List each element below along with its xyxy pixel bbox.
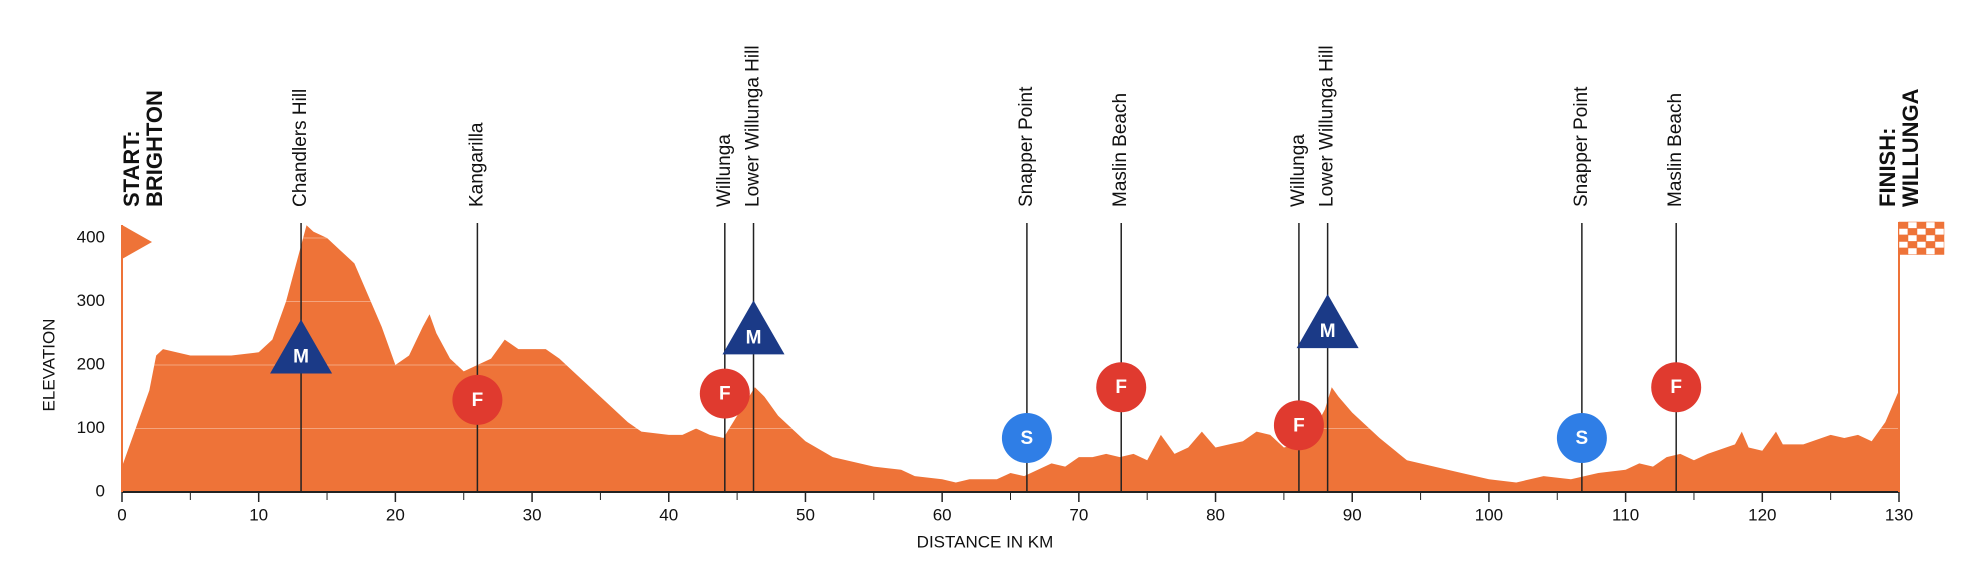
flag-cell [1907,234,1918,242]
x-tick-label: 130 [1885,505,1913,524]
marker-label: Willunga [714,134,735,207]
flag-cell [1934,247,1945,255]
x-tick-label: 10 [249,505,268,524]
icon-letter: S [1021,428,1034,449]
x-tick-label: 70 [1069,505,1088,524]
x-tick-label: 20 [386,505,405,524]
x-tick-label: 80 [1206,505,1225,524]
y-tick-label: 200 [77,354,105,373]
x-tick-label: 90 [1343,505,1362,524]
flag-cell [1916,228,1927,236]
flag-cell [1898,228,1909,236]
start-label: BRIGHTON [142,90,167,207]
x-tick-label: 60 [933,505,952,524]
flag-cell [1925,241,1936,249]
icon-letter: F [719,384,731,405]
flag-cell [1907,221,1918,229]
flag-cell [1907,228,1918,236]
flag-cell [1898,241,1909,249]
finish-label: FINISH: [1875,128,1900,207]
x-tick-label: 110 [1612,505,1639,524]
flag-cell [1916,241,1927,249]
icon-letter: S [1576,428,1589,449]
marker-label: Maslin Beach [1665,93,1686,207]
sprint-icon [1556,413,1607,464]
icon-letter: F [472,390,484,411]
finish-flag [1898,221,1945,255]
feed-icon [1096,362,1147,413]
icon-letter: M [746,327,762,348]
x-axis-title: DISTANCE IN KM [917,532,1054,551]
icon-letter: M [293,346,309,367]
elevation-area [122,225,1899,493]
icon-letter: M [1320,321,1336,342]
marker-label: Kangarilla [466,122,487,207]
sprint-icon [1001,413,1052,464]
flag-cell [1907,241,1918,249]
x-tick-label: 100 [1475,505,1503,524]
climb-icon [722,300,785,355]
flag-cell [1934,241,1945,249]
icon-letter: F [1670,377,1682,398]
flag-cell [1934,221,1945,229]
flag-cell [1898,247,1909,255]
feed-icon [1651,362,1702,413]
flag-cell [1916,221,1927,229]
climb-icon [1296,294,1359,349]
feed-icon [452,374,503,425]
feed-icon [1273,400,1324,451]
flag-cell [1916,247,1927,255]
y-tick-label: 100 [77,418,105,437]
flag-cell [1898,234,1909,242]
x-tick-label: 0 [117,505,126,524]
flag-cell [1934,234,1945,242]
y-tick-label: 0 [96,481,105,500]
y-tick-label: 300 [77,291,105,310]
x-tick-label: 40 [659,505,678,524]
flag-cell [1934,228,1945,236]
y-tick-label: 400 [77,227,105,246]
marker-label: Snapper Point [1571,86,1592,207]
marker-label: Snapper Point [1016,86,1037,207]
flag-cell [1907,247,1918,255]
marker-label: Chandlers Hill [290,89,311,207]
start-label: START: [119,130,144,207]
marker-label: Maslin Beach [1110,93,1131,207]
flag-cell [1925,247,1936,255]
climb-icon [270,319,333,374]
x-tick-label: 30 [523,505,542,524]
start-flag [122,225,152,259]
icon-letter: F [1115,377,1127,398]
flag-cell [1925,221,1936,229]
flag-cell [1916,234,1927,242]
icon-letter: F [1293,415,1305,436]
feed-icon [699,368,750,419]
marker-label: Lower Willunga Hill [743,45,764,207]
x-tick-label: 120 [1748,505,1776,524]
flag-cell [1898,221,1909,229]
flag-cell [1925,234,1936,242]
x-tick-label: 50 [796,505,815,524]
flag-cell [1925,228,1936,236]
finish-label: WILLUNGA [1898,88,1923,207]
y-axis-title: ELEVATION [39,319,58,412]
marker-label: Willunga [1288,134,1309,207]
marker-label: Lower Willunga Hill [1317,45,1338,207]
